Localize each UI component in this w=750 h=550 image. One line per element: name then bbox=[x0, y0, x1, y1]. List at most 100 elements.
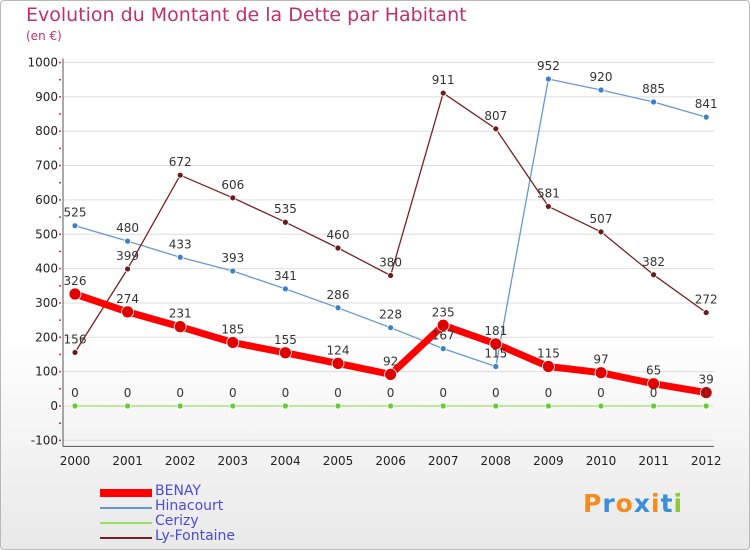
data-label-ly-fontaine: 606 bbox=[221, 178, 244, 192]
data-label-benay: 155 bbox=[274, 333, 297, 347]
data-label-cerizy: 0 bbox=[71, 386, 79, 400]
data-label-ly-fontaine: 807 bbox=[484, 109, 507, 123]
data-point-cerizy bbox=[545, 402, 552, 410]
data-point-cerizy bbox=[597, 402, 605, 410]
data-label-ly-fontaine: 399 bbox=[116, 249, 139, 263]
x-tick-label: 2005 bbox=[323, 454, 354, 468]
data-point-benay bbox=[121, 305, 134, 319]
data-label-ly-fontaine: 460 bbox=[327, 228, 350, 242]
x-tick-label: 2001 bbox=[112, 454, 143, 468]
data-label-benay: 65 bbox=[646, 364, 661, 378]
data-label-cerizy: 0 bbox=[229, 386, 237, 400]
data-label-cerizy: 0 bbox=[439, 386, 447, 400]
data-point-benay bbox=[647, 377, 660, 391]
data-label-hinacourt: 115 bbox=[484, 346, 507, 360]
data-point-benay bbox=[226, 336, 240, 349]
data-point-hinacourt bbox=[650, 98, 657, 106]
data-point-ly-fontaine bbox=[545, 203, 552, 210]
data-label-ly-fontaine: 672 bbox=[169, 155, 192, 169]
data-label-ly-fontaine: 380 bbox=[379, 255, 402, 269]
data-label-benay: 39 bbox=[699, 373, 714, 387]
data-label-ly-fontaine: 382 bbox=[642, 255, 665, 269]
y-tick-label: 900 bbox=[35, 90, 58, 104]
data-point-cerizy bbox=[439, 402, 447, 410]
data-point-ly-fontaine bbox=[387, 272, 395, 279]
data-label-cerizy: 0 bbox=[387, 386, 395, 400]
logo-letter: x bbox=[633, 489, 651, 518]
data-label-ly-fontaine: 911 bbox=[432, 73, 455, 87]
data-point-ly-fontaine bbox=[702, 309, 710, 316]
legend-swatch-benay bbox=[100, 489, 152, 497]
data-point-ly-fontaine bbox=[124, 265, 131, 273]
data-point-benay bbox=[489, 337, 503, 351]
logo-letter: P bbox=[583, 489, 603, 518]
y-tick-label: 600 bbox=[35, 193, 58, 207]
x-tick-label: 2002 bbox=[165, 454, 196, 468]
data-label-hinacourt: 228 bbox=[379, 308, 402, 322]
y-tick-label: 200 bbox=[35, 330, 58, 344]
data-point-ly-fontaine bbox=[492, 125, 500, 133]
data-point-benay bbox=[278, 346, 292, 360]
chart-title: Evolution du Montant de la Dette par Hab… bbox=[26, 4, 467, 26]
legend-label-ly-fontaine: Ly-Fontaine bbox=[155, 528, 236, 544]
data-label-benay: 115 bbox=[537, 346, 560, 360]
data-point-benay bbox=[594, 366, 608, 380]
data-point-hinacourt bbox=[229, 267, 237, 275]
data-label-hinacourt: 167 bbox=[432, 329, 455, 343]
x-tick-label: 2007 bbox=[428, 454, 459, 468]
x-tick-label: 2004 bbox=[270, 454, 301, 468]
x-tick-label: 2006 bbox=[375, 454, 406, 468]
data-label-hinacourt: 885 bbox=[642, 82, 665, 96]
y-tick-label: -100 bbox=[31, 433, 58, 447]
y-tick-label: 500 bbox=[35, 227, 58, 241]
data-label-benay: 274 bbox=[116, 292, 139, 306]
data-point-hinacourt bbox=[439, 345, 447, 353]
data-point-hinacourt bbox=[597, 86, 605, 94]
data-point-benay bbox=[384, 367, 398, 381]
data-point-cerizy bbox=[229, 402, 237, 410]
logo-letter: i bbox=[651, 489, 661, 518]
legend-swatch-ly-fontaine bbox=[100, 537, 152, 539]
data-point-cerizy bbox=[124, 402, 131, 410]
data-label-hinacourt: 286 bbox=[327, 288, 350, 302]
logo-letter: r bbox=[602, 489, 616, 518]
y-tick-label: 1000 bbox=[27, 56, 58, 70]
data-label-ly-fontaine: 507 bbox=[590, 212, 613, 226]
data-point-ly-fontaine bbox=[71, 349, 79, 356]
data-label-benay: 181 bbox=[484, 324, 507, 338]
data-label-hinacourt: 920 bbox=[590, 70, 613, 84]
data-point-hinacourt bbox=[281, 285, 289, 293]
proxiti-logo: Proxiti bbox=[583, 489, 683, 518]
data-label-cerizy: 0 bbox=[124, 386, 132, 400]
data-label-hinacourt: 480 bbox=[116, 221, 139, 235]
data-label-benay: 231 bbox=[169, 307, 192, 321]
data-label-ly-fontaine: 156 bbox=[64, 332, 87, 346]
data-label-cerizy: 0 bbox=[282, 386, 290, 400]
legend-swatch-cerizy bbox=[100, 522, 152, 524]
x-tick-label: 2010 bbox=[586, 454, 617, 468]
y-tick-label: 400 bbox=[35, 262, 58, 276]
x-tick-label: 2011 bbox=[638, 454, 669, 468]
data-point-cerizy bbox=[387, 402, 395, 410]
data-point-ly-fontaine bbox=[650, 271, 657, 279]
data-label-benay: 92 bbox=[383, 354, 398, 368]
y-tick-label: 700 bbox=[35, 159, 58, 173]
y-tick-label: 100 bbox=[35, 365, 58, 379]
data-point-benay bbox=[699, 386, 713, 400]
data-label-benay: 326 bbox=[64, 274, 87, 288]
data-point-cerizy bbox=[71, 402, 79, 410]
data-point-ly-fontaine bbox=[229, 194, 237, 202]
data-point-cerizy bbox=[702, 402, 710, 410]
legend-label-hinacourt: Hinacourt bbox=[155, 498, 224, 514]
y-tick-label: 0 bbox=[50, 399, 58, 413]
data-label-hinacourt: 952 bbox=[537, 59, 560, 73]
data-point-hinacourt bbox=[545, 75, 552, 83]
data-point-hinacourt bbox=[334, 304, 342, 312]
data-label-benay: 185 bbox=[221, 322, 244, 336]
x-tick-label: 2008 bbox=[481, 454, 512, 468]
data-label-benay: 97 bbox=[593, 353, 608, 367]
data-point-ly-fontaine bbox=[176, 171, 184, 179]
data-label-hinacourt: 525 bbox=[64, 206, 87, 220]
data-label-cerizy: 0 bbox=[176, 386, 184, 400]
